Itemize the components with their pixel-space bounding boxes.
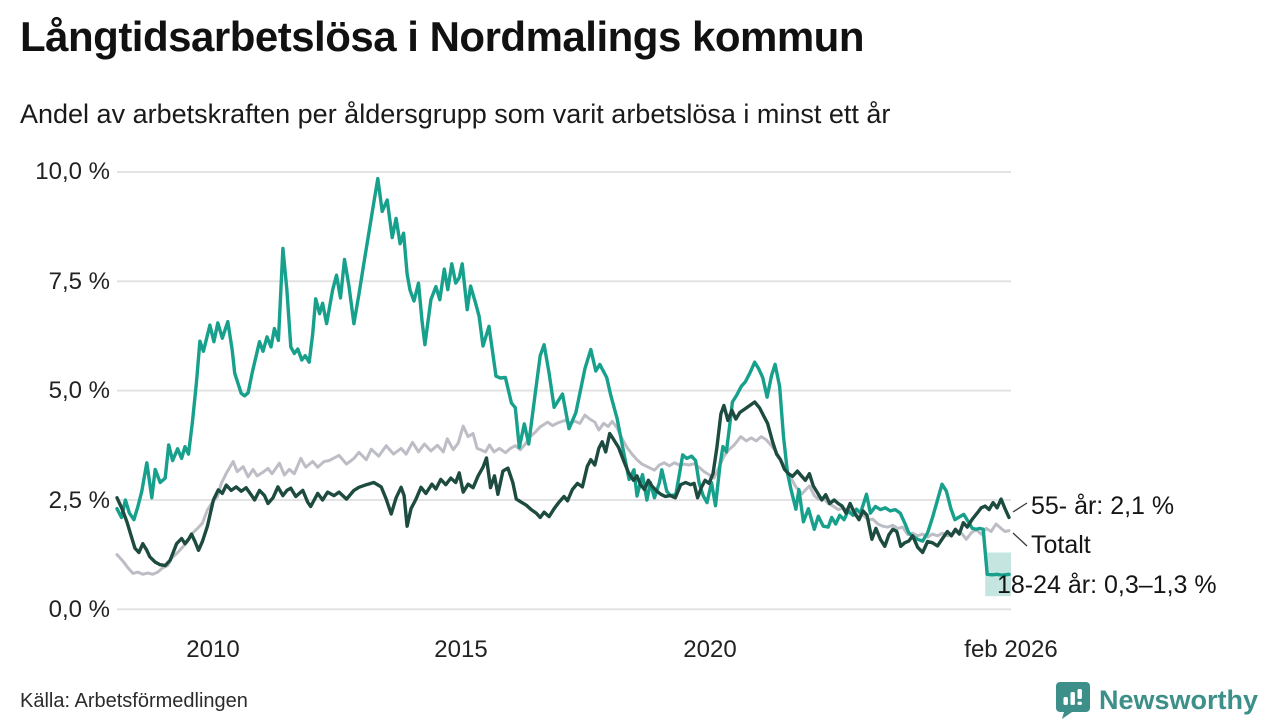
chart-title: Långtidsarbetslösa i Nordmalings kommun [20, 13, 864, 60]
chart-subtitle: Andel av arbetskraften per åldersgrupp s… [20, 99, 891, 129]
source-note: Källa: Arbetsförmedlingen [20, 690, 248, 712]
x-axis-tick-label: feb 2026 [964, 636, 1058, 663]
newsworthy-brand-text: Newsworthy [1098, 685, 1258, 715]
y-axis-tick-label: 10,0 % [35, 158, 110, 185]
y-axis-tick-label: 2,5 % [48, 487, 110, 514]
y-axis-tick-label: 7,5 % [48, 268, 110, 295]
series-end-label-55: 55- år: 2,1 % [1031, 492, 1175, 520]
y-axis-tick-label: 0,0 % [48, 596, 110, 623]
x-axis-tick-label: 2020 [683, 636, 737, 663]
newsworthy-logo-icon [1055, 681, 1091, 719]
x-axis-tick-label: 2015 [434, 636, 488, 663]
y-axis-tick-label: 5,0 % [48, 377, 110, 404]
newsworthy-logo: Newsworthy [1055, 681, 1258, 719]
series-end-label-totalt: Totalt [1031, 531, 1091, 559]
series-end-label-18-24: 18-24 år: 0,3–1,3 % [997, 571, 1217, 599]
x-axis-tick-label: 2010 [186, 636, 240, 663]
